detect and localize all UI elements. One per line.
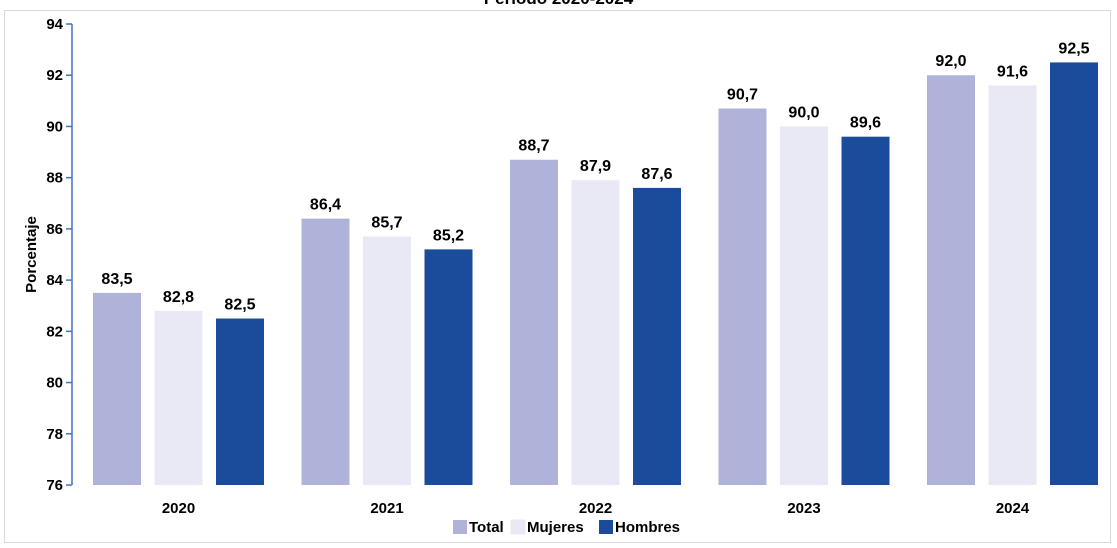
y-tick-label: 86 bbox=[46, 221, 63, 238]
x-category-label: 2021 bbox=[370, 500, 403, 517]
bar-hombres-2020 bbox=[216, 318, 264, 485]
data-label-mujeres-2023: 90,0 bbox=[788, 104, 819, 121]
y-tick-label: 82 bbox=[46, 323, 63, 340]
data-label-total-2024: 92,0 bbox=[935, 53, 966, 70]
bar-mujeres-2021 bbox=[363, 236, 411, 485]
bar-total-2020 bbox=[93, 292, 141, 485]
bar-total-2021 bbox=[301, 218, 350, 485]
data-label-hombres-2024: 92,5 bbox=[1058, 40, 1089, 57]
data-label-mujeres-2020: 82,8 bbox=[163, 289, 194, 306]
data-label-hombres-2021: 85,2 bbox=[433, 227, 464, 244]
data-label-mujeres-2021: 85,7 bbox=[371, 215, 402, 232]
bar-hombres-2023 bbox=[841, 136, 890, 485]
y-tick-label: 92 bbox=[46, 67, 63, 84]
legend-label-total: Total bbox=[469, 519, 504, 536]
y-tick-label: 94 bbox=[46, 16, 63, 33]
data-label-total-2023: 90,7 bbox=[727, 87, 758, 104]
bar-mujeres-2024 bbox=[988, 85, 1037, 485]
y-tick-label: 76 bbox=[46, 477, 63, 494]
y-tick-label: 78 bbox=[46, 426, 63, 443]
legend-label-mujeres: Mujeres bbox=[527, 519, 584, 536]
bar-hombres-2021 bbox=[424, 249, 473, 485]
data-label-total-2021: 86,4 bbox=[310, 197, 341, 214]
data-label-total-2020: 83,5 bbox=[101, 271, 132, 288]
x-category-label: 2020 bbox=[162, 500, 195, 517]
y-tick-label: 88 bbox=[46, 170, 63, 187]
legend-swatch-mujeres bbox=[510, 519, 526, 535]
data-label-mujeres-2024: 91,6 bbox=[997, 63, 1028, 80]
legend-label-hombres: Hombres bbox=[615, 519, 680, 536]
bar-total-2023 bbox=[718, 108, 767, 486]
bar-hombres-2022 bbox=[633, 187, 681, 485]
legend-swatch-hombres bbox=[599, 520, 613, 534]
bar-mujeres-2022 bbox=[571, 180, 620, 485]
y-axis-label: Porcentaje bbox=[23, 216, 40, 293]
y-tick-label: 90 bbox=[46, 118, 63, 135]
bar-total-2024 bbox=[927, 75, 975, 485]
x-category-label: 2022 bbox=[579, 500, 612, 517]
legend-swatch-total bbox=[453, 520, 467, 534]
y-tick-label: 80 bbox=[46, 375, 63, 392]
data-label-hombres-2022: 87,6 bbox=[641, 166, 672, 183]
bar-hombres-2024 bbox=[1050, 62, 1098, 486]
data-label-hombres-2023: 89,6 bbox=[850, 115, 881, 132]
x-category-label: 2023 bbox=[787, 500, 820, 517]
data-label-total-2022: 88,7 bbox=[518, 138, 549, 155]
y-tick-label: 84 bbox=[46, 272, 63, 289]
data-label-hombres-2020: 82,5 bbox=[224, 297, 255, 314]
data-label-mujeres-2022: 87,9 bbox=[580, 158, 611, 175]
chart-title: Periodo 2020-2024 bbox=[0, 0, 1117, 9]
x-category-label: 2024 bbox=[996, 500, 1030, 517]
bar-mujeres-2020 bbox=[154, 310, 203, 485]
bar-mujeres-2023 bbox=[780, 126, 828, 485]
bar-total-2022 bbox=[510, 159, 558, 485]
